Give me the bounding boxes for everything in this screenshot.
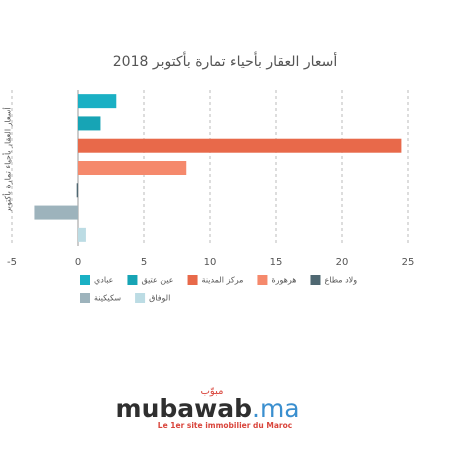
- bar: [78, 161, 187, 175]
- logo-tagline: Le 1er site immobilier du Maroc: [158, 421, 292, 430]
- legend-swatch[interactable]: [80, 275, 90, 285]
- bar: [76, 183, 78, 198]
- bar: [78, 116, 101, 131]
- bar: [78, 138, 402, 153]
- x-tick-label: 15: [270, 257, 283, 268]
- legend-label[interactable]: هرهورة: [271, 276, 296, 285]
- chart-title: أسعار العقار بأحياء تمارة بأكتوبر 2018: [113, 51, 338, 70]
- legend-label[interactable]: عين عتيق: [141, 276, 173, 285]
- legend-swatch[interactable]: [80, 293, 90, 303]
- bar: [78, 227, 86, 242]
- logo-suffix: .ma: [252, 394, 300, 423]
- legend-swatch[interactable]: [257, 275, 268, 285]
- legend-label[interactable]: مركز المدينة: [202, 276, 244, 285]
- x-tick-label: 10: [204, 257, 217, 268]
- x-tick-label: 20: [336, 257, 349, 268]
- legend-label[interactable]: عبادي: [94, 276, 113, 285]
- legend-label[interactable]: ولاد مطاع: [324, 276, 357, 285]
- logo-name: mubawab: [116, 394, 252, 423]
- logo-arabic: مبوّب: [201, 386, 224, 397]
- x-tick-label: 0: [75, 257, 81, 268]
- legend-swatch[interactable]: [310, 275, 321, 285]
- bar: [34, 205, 78, 220]
- legend-swatch[interactable]: [127, 275, 138, 285]
- bar: [78, 94, 117, 109]
- x-tick-label: -5: [7, 257, 17, 268]
- legend-label[interactable]: سكيكينة: [94, 294, 121, 303]
- legend-label[interactable]: الوفاق: [149, 294, 170, 303]
- legend-swatch[interactable]: [135, 293, 146, 303]
- x-tick-label: 5: [141, 257, 147, 268]
- legend-swatch[interactable]: [187, 275, 198, 285]
- y-axis-label: أسعار العقار بأحياء تمارة بأكتوبر: [2, 107, 13, 213]
- x-tick-label: 25: [402, 257, 415, 268]
